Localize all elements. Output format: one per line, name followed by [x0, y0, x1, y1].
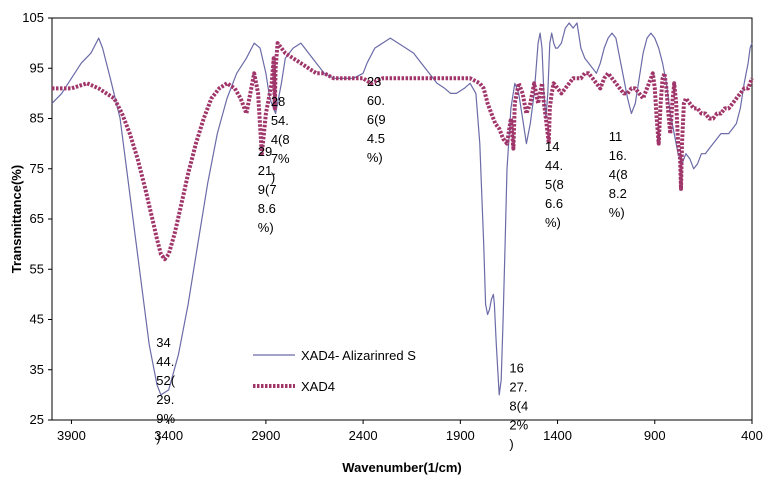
peak-annotation: 11 16. 4(8 8.2%) [609, 129, 628, 220]
annotation-line: 16. [609, 148, 627, 163]
y-axis-title: Transmittance(%) [9, 165, 24, 273]
annotation-line: ) [156, 430, 160, 445]
annotation-line: 54. [271, 113, 289, 128]
peak-annotation: 34 44. 52( 29. 9%) [156, 335, 175, 445]
annotation-line: 52( [156, 373, 175, 388]
peak-annotation: 23 60. 6(9 4.5%) [367, 74, 386, 165]
y-tick-label: 85 [30, 111, 44, 126]
peak-annotation: 16 27. 8(4 2%) [509, 360, 528, 451]
series-line-xad4 [52, 41, 754, 262]
annotation-line: 6.6 [545, 196, 563, 211]
y-axis-ticks: 25 35 45 55 65 75 85 95 105 [22, 10, 52, 427]
y-tick-label: 25 [30, 412, 44, 427]
x-tick-label: 1900 [446, 428, 475, 443]
peak-annotation: 29 21. 9(7 8.6%) [258, 144, 277, 235]
annotation-line: 11 [609, 129, 623, 144]
annotation-line: 9(7 [258, 182, 277, 197]
peak-annotations: 34 44. 52( 29. 9%) 29 21. 9(7 8.6 %) 28 54. 4(8 7%) 23… [156, 74, 627, 451]
x-tick-label: 3900 [57, 428, 86, 443]
y-tick-label: 65 [30, 211, 44, 226]
legend-label: XAD4 [301, 379, 335, 394]
annotation-line: 7% [271, 151, 290, 166]
annotation-line: 29. [156, 392, 174, 407]
annotation-line: 21. [258, 163, 276, 178]
legend: XAD4- Alizarinred S XAD4 [253, 348, 416, 394]
annotation-line: 8.2 [609, 186, 627, 201]
x-tick-label: 900 [644, 428, 666, 443]
y-tick-label: 55 [30, 261, 44, 276]
annotation-line: %) [367, 150, 383, 165]
x-tick-label: 3400 [154, 428, 183, 443]
x-tick-label: 1400 [543, 428, 572, 443]
annotation-line: 34 [156, 335, 170, 350]
y-tick-label: 45 [30, 312, 44, 327]
annotation-line: 44. [545, 158, 563, 173]
annotation-line: 2% [509, 417, 528, 432]
annotation-line: 27. [509, 379, 527, 394]
annotation-line: 16 [509, 360, 523, 375]
legend-label: XAD4- Alizarinred S [301, 348, 416, 363]
annotation-line: 4.5 [367, 131, 385, 146]
annotation-line: 4(8 [609, 167, 628, 182]
x-axis-ticks: 3900 3400 2900 2400 1900 1400 900 400 [57, 420, 763, 443]
annotation-line: 14 [545, 139, 559, 154]
annotation-line: %) [545, 215, 561, 230]
y-tick-label: 105 [22, 10, 44, 25]
y-tick-label: 95 [30, 60, 44, 75]
annotation-line: 4(8 [271, 132, 290, 147]
annotation-line: 8(4 [509, 398, 528, 413]
annotation-line: 9% [156, 411, 175, 426]
annotation-line: ) [509, 436, 513, 451]
annotation-line: 28 [271, 94, 285, 109]
y-tick-label: 35 [30, 362, 44, 377]
peak-annotation: 14 44. 5(8 6.6%) [545, 139, 564, 230]
x-tick-label: 400 [741, 428, 763, 443]
peak-annotation: 28 54. 4(8 7%) [271, 94, 290, 185]
annotation-line: 8.6 [258, 201, 276, 216]
annotation-line: 5(8 [545, 177, 564, 192]
annotation-line: %) [609, 205, 625, 220]
x-axis-title: Wavenumber(1/cm) [342, 460, 461, 475]
annotation-line: %) [258, 220, 274, 235]
annotation-line: 6(9 [367, 112, 386, 127]
annotation-line: 60. [367, 93, 385, 108]
annotation-line: 44. [156, 354, 174, 369]
annotation-line: ) [271, 170, 275, 185]
x-tick-label: 2400 [349, 428, 378, 443]
series-group [51, 22, 754, 396]
annotation-line: 29 [258, 144, 272, 159]
annotation-line: 23 [367, 74, 381, 89]
y-tick-label: 75 [30, 161, 44, 176]
x-tick-label: 2900 [251, 428, 280, 443]
